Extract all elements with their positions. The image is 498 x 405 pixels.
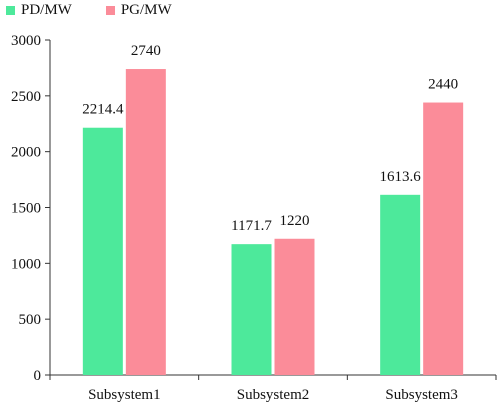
- legend-item-pd: PD/MW: [6, 2, 72, 19]
- data-label-pg: 2740: [131, 43, 161, 59]
- legend-label-pd: PD/MW: [21, 2, 72, 18]
- y-tick-label: 1500: [11, 201, 41, 217]
- legend-swatch-pg: [105, 6, 115, 15]
- y-tick-label: 1000: [11, 256, 41, 272]
- x-tick-label: Subsystem1: [88, 387, 161, 403]
- bar-pg: [274, 238, 315, 375]
- data-label-pd: 1613.6: [380, 169, 422, 185]
- legend-item-pg: PG/MW: [105, 2, 172, 19]
- data-label-pg: 2440: [428, 77, 458, 93]
- x-tick-label: Subsystem3: [385, 387, 458, 403]
- data-label-pg: 1220: [280, 213, 310, 229]
- x-tick-label: Subsystem2: [237, 387, 310, 403]
- bar-pg: [125, 69, 166, 376]
- legend-label-pg: PG/MW: [120, 2, 172, 18]
- bar-pd: [231, 244, 272, 375]
- y-tick-label: 2000: [11, 145, 41, 161]
- bar-pd: [380, 194, 421, 375]
- y-tick-label: 500: [19, 312, 42, 328]
- bar-pg: [423, 102, 464, 376]
- legend: PD/MW PG/MW: [6, 2, 172, 19]
- data-label-pd: 2214.4: [82, 102, 124, 118]
- y-tick-label: 2500: [11, 89, 41, 105]
- y-tick-label: 3000: [11, 33, 41, 49]
- bar-pd: [82, 127, 123, 375]
- y-tick-label: 0: [34, 368, 42, 384]
- legend-swatch-pd: [6, 6, 15, 15]
- data-label-pd: 1171.7: [231, 218, 272, 234]
